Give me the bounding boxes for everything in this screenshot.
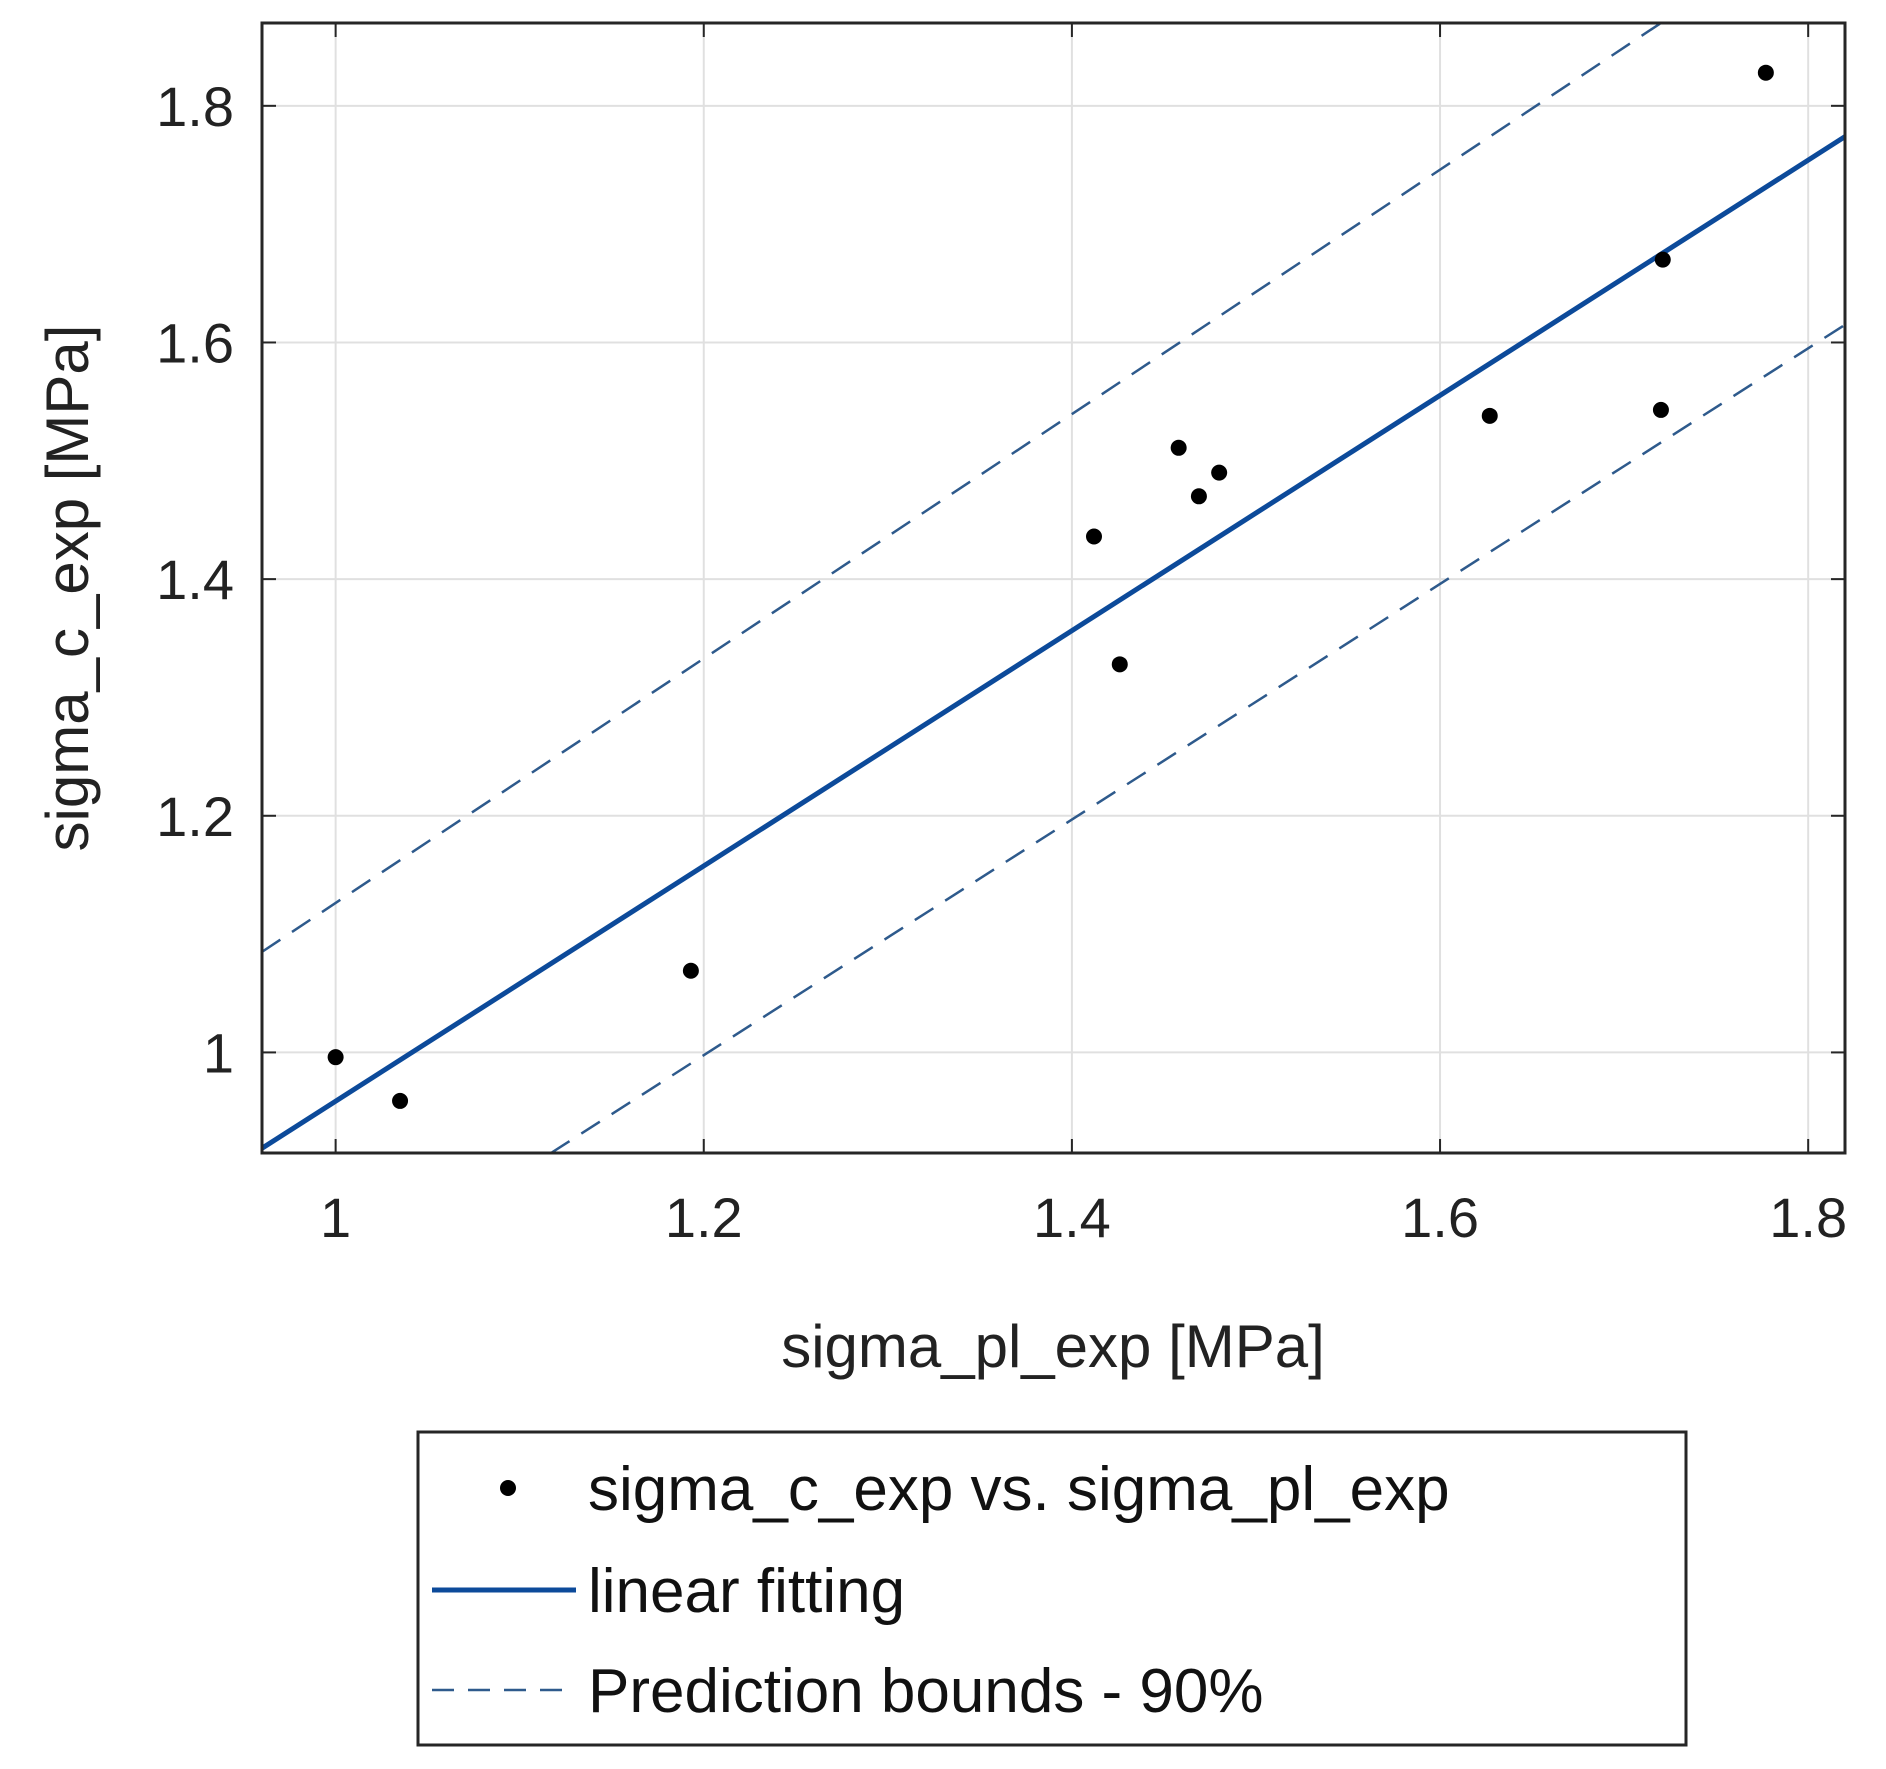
legend-label-fit: linear fitting xyxy=(588,1557,905,1626)
legend: sigma_c_exp vs. sigma_pl_exp linear fitt… xyxy=(416,1430,1688,1747)
ticks xyxy=(262,23,1845,1153)
prediction-bound-line xyxy=(262,23,1662,953)
y-tick-label: 1.2 xyxy=(156,785,234,848)
x-tick-label: 1.8 xyxy=(1769,1186,1847,1249)
data-point xyxy=(1757,64,1774,81)
x-tick-label: 1 xyxy=(320,1186,351,1249)
data-point xyxy=(327,1049,344,1066)
data-point xyxy=(682,962,699,979)
data-point xyxy=(1170,439,1187,456)
legend-label-scatter: sigma_c_exp vs. sigma_pl_exp xyxy=(588,1455,1450,1524)
linear-fit-line xyxy=(262,134,1845,1151)
data-point xyxy=(1111,656,1128,673)
data-point xyxy=(1085,528,1102,545)
data-point xyxy=(1211,464,1228,481)
data-point xyxy=(1652,401,1669,418)
x-tick-label: 1.4 xyxy=(1033,1186,1111,1249)
data-point xyxy=(1654,251,1671,268)
data-point xyxy=(1481,407,1498,424)
grid xyxy=(262,23,1845,1153)
x-tick-label: 1.6 xyxy=(1401,1186,1479,1249)
legend-marker-scatter xyxy=(500,1480,516,1496)
plot-frame xyxy=(260,21,1847,1155)
y-axis-title: sigma_c_exp [MPa] xyxy=(34,325,101,852)
tick-labels: 1 1.2 1.4 1.6 1.8 1 1.2 1.4 1.6 1.8 xyxy=(156,75,1847,1249)
plot-background xyxy=(262,23,1845,1153)
prediction-bound-line xyxy=(550,323,1845,1153)
series-layer xyxy=(262,23,1845,1153)
x-tick-label: 1.2 xyxy=(665,1186,743,1249)
y-tick-label: 1 xyxy=(203,1021,234,1084)
y-tick-label: 1.8 xyxy=(156,75,234,138)
x-axis-title: sigma_pl_exp [MPa] xyxy=(781,1313,1325,1380)
data-point xyxy=(1190,488,1207,505)
legend-label-bounds: Prediction bounds - 90% xyxy=(588,1657,1264,1726)
data-point xyxy=(392,1092,409,1109)
y-tick-label: 1.6 xyxy=(156,311,234,374)
legend-box xyxy=(416,1430,1688,1747)
y-tick-label: 1.4 xyxy=(156,548,234,611)
